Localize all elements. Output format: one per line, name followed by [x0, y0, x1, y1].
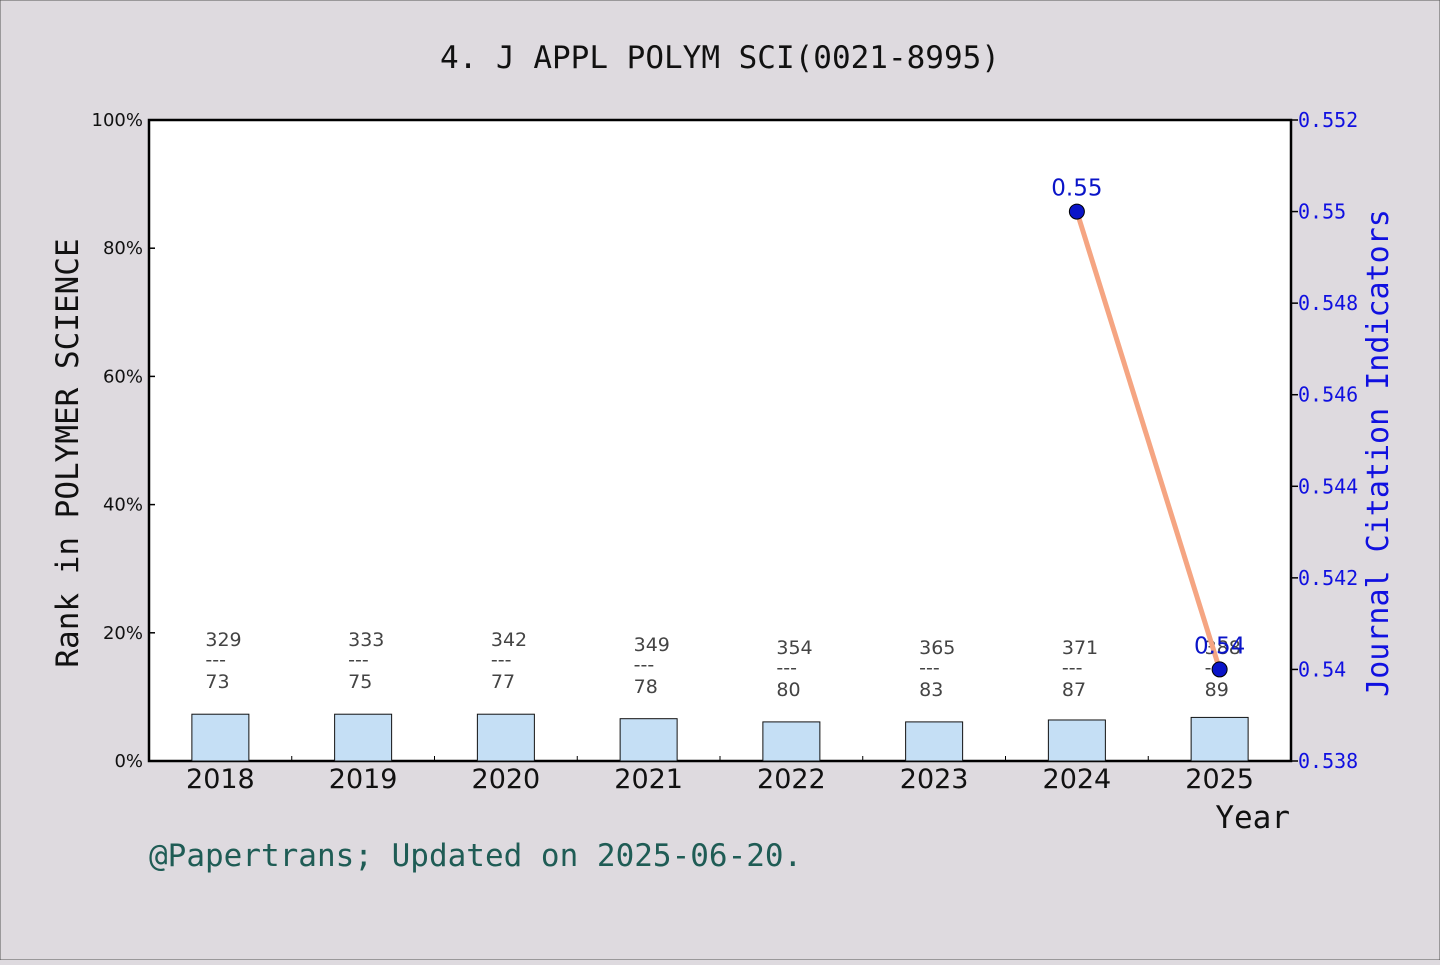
right-tick-label: 0.546: [1298, 383, 1358, 407]
bar-separator-2019: ---: [348, 649, 369, 671]
bar-total-label-2019: 333: [348, 629, 384, 651]
bar-labels-layer: 329---73333---75342---77349---78354---80…: [205, 629, 1241, 701]
left-tick-label: 80%: [103, 238, 143, 259]
bar-separator-2024: ---: [1062, 657, 1083, 679]
right-axis: 0.538 0.54 0.542 0.544 0.546 0.548 0.55 0.552: [1291, 108, 1358, 773]
left-tick-label: 40%: [103, 495, 143, 516]
bar-rank-label-2018: 73: [205, 671, 229, 693]
x-axis-label: Year: [1215, 800, 1290, 836]
jci-point-2024: [1068, 203, 1085, 220]
bar-total-label-2022: 354: [776, 637, 812, 659]
bar-2021: [619, 718, 678, 762]
bar-2020: [476, 713, 535, 762]
bar-2022: [762, 721, 821, 762]
chart-title: 4. J APPL POLYM SCI(0021-8995): [440, 40, 1000, 76]
left-tick-label: 20%: [103, 623, 143, 644]
jci-line: [1074, 210, 1223, 671]
jci-value-label-2025: 0.54: [1194, 633, 1245, 659]
right-tick-label: 0.538: [1298, 749, 1358, 773]
jci-value-label-2024: 0.55: [1051, 176, 1102, 202]
bar-rank-label-2021: 78: [634, 676, 658, 698]
bar-total-label-2021: 349: [634, 634, 670, 656]
x-tick-label-2021: 2021: [614, 764, 683, 795]
left-axis-label: Rank in POLYMER SCIENCE: [50, 238, 86, 667]
x-tick-label-2018: 2018: [186, 764, 255, 795]
x-tick-label-2019: 2019: [329, 764, 398, 795]
bar-total-label-2018: 329: [205, 629, 241, 651]
bar-separator-2021: ---: [634, 654, 655, 676]
left-tick-label: 60%: [103, 366, 143, 387]
line-layer: 0.55 0.54: [1051, 176, 1245, 678]
right-tick-label: 0.55: [1298, 200, 1346, 224]
x-axis: 2018 2019 2020 2021 2022 2023 2024 2025: [186, 756, 1254, 795]
bar-total-label-2020: 342: [491, 629, 527, 651]
footer-credit: @Papertrans; Updated on 2025-06-20.: [149, 838, 802, 874]
bar-2019: [334, 713, 393, 762]
x-tick-label-2023: 2023: [900, 764, 969, 795]
x-tick-label-2020: 2020: [472, 764, 541, 795]
bar-total-label-2024: 371: [1062, 637, 1098, 659]
right-tick-label: 0.54: [1298, 657, 1346, 681]
x-tick-label-2024: 2024: [1043, 764, 1112, 795]
bar-2024: [1047, 719, 1106, 762]
bar-separator-2023: ---: [919, 657, 940, 679]
bar-rank-label-2022: 80: [776, 679, 800, 701]
right-tick-label: 0.552: [1298, 108, 1358, 132]
bar-rank-label-2024: 87: [1062, 679, 1086, 701]
left-axis: 0% 20% 40% 60% 80% 100%: [92, 110, 155, 772]
x-tick-label-2022: 2022: [757, 764, 826, 795]
plot-area: [147, 118, 1293, 763]
right-axis-label: Journal Citation Indicators: [1361, 209, 1396, 697]
bar-2018: [191, 713, 250, 762]
bar-2023: [905, 721, 964, 762]
bar-separator-2020: ---: [491, 649, 512, 671]
bar-separator-2018: ---: [205, 649, 226, 671]
bar-rank-label-2023: 83: [919, 679, 943, 701]
bar-rank-label-2019: 75: [348, 671, 372, 693]
bars-layer: [191, 713, 1249, 762]
x-tick-label-2025: 2025: [1185, 764, 1254, 795]
bar-2025: [1190, 716, 1249, 762]
bar-rank-label-2020: 77: [491, 671, 515, 693]
right-tick-label: 0.542: [1298, 566, 1358, 590]
right-tick-label: 0.544: [1298, 474, 1358, 498]
right-tick-label: 0.548: [1298, 291, 1358, 315]
jci-point-2025: [1211, 661, 1228, 678]
left-tick-label: 100%: [92, 110, 143, 131]
bar-rank-label-2025: 89: [1205, 679, 1229, 701]
bar-total-label-2023: 365: [919, 637, 955, 659]
bar-separator-2022: ---: [776, 657, 797, 679]
left-tick-label: 0%: [114, 751, 143, 772]
